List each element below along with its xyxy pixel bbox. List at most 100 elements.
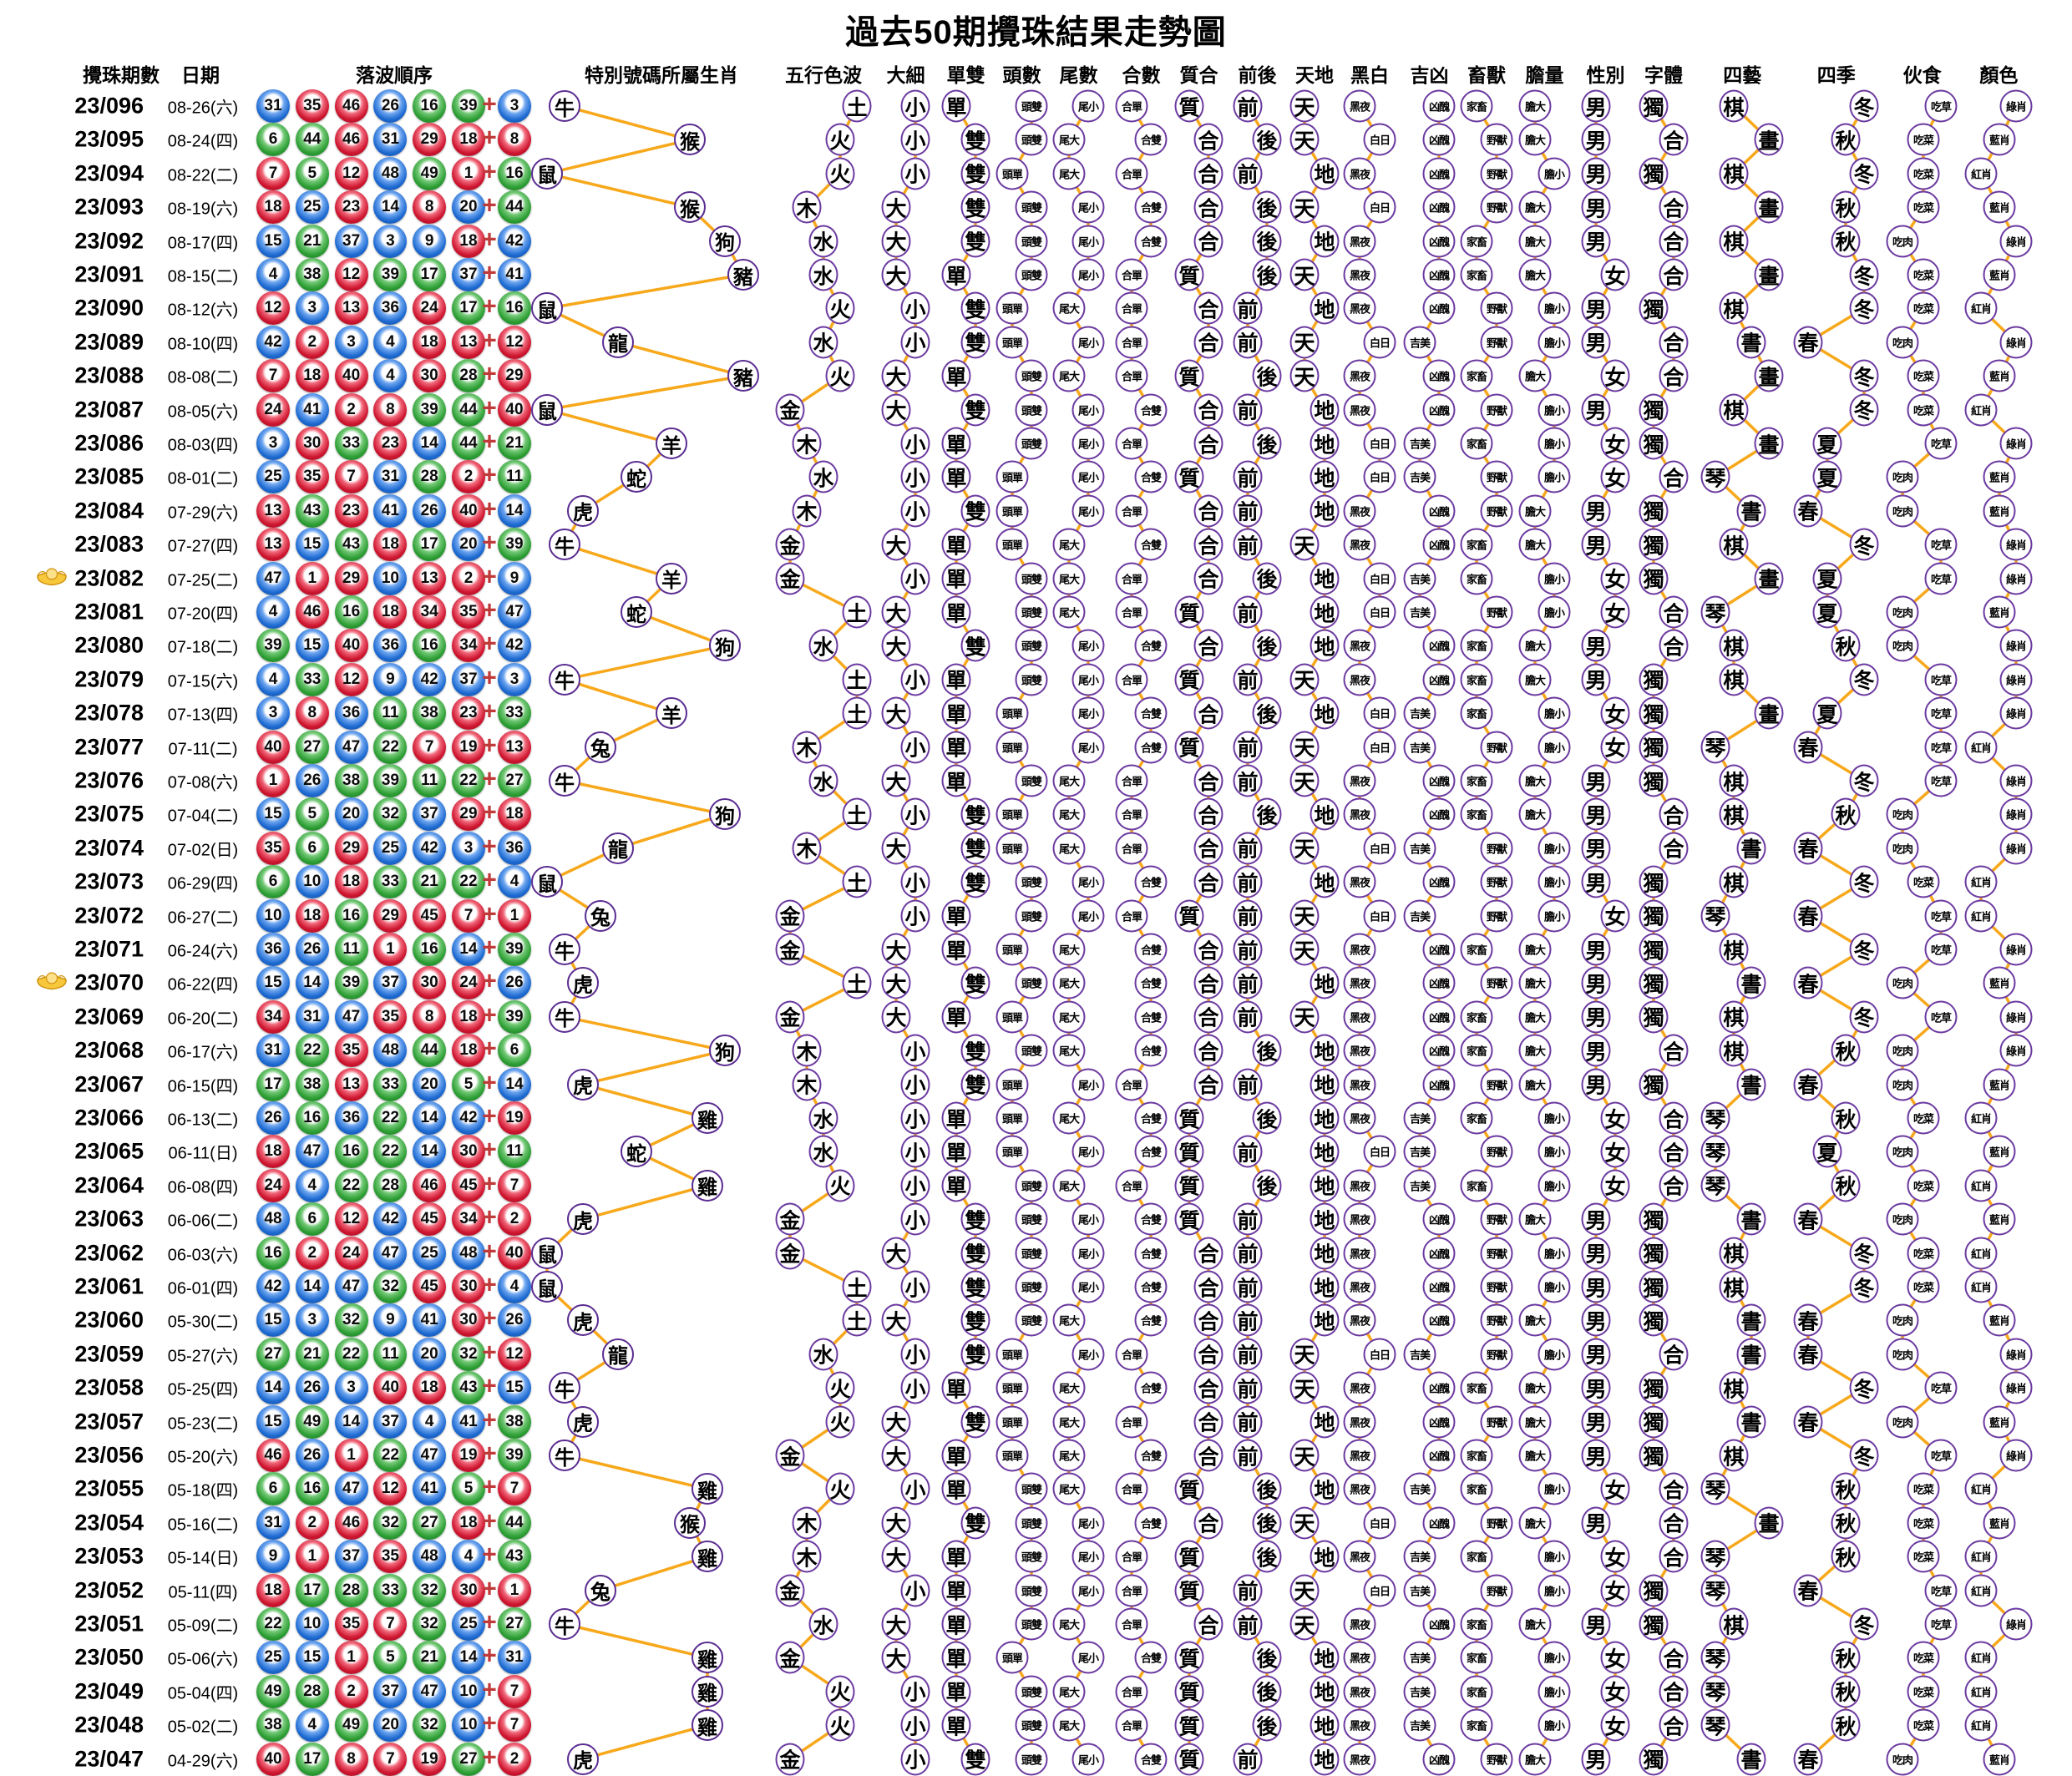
attribute-oval-weishu: 尾小 bbox=[1071, 190, 1105, 224]
ball: 44 bbox=[452, 427, 485, 460]
draw-date: 07-18(二) bbox=[167, 638, 239, 657]
attribute-oval-zhihe: 合 bbox=[1193, 1237, 1223, 1270]
ball: 38 bbox=[295, 1067, 329, 1101]
attribute-oval-ziti: 獨 bbox=[1639, 89, 1669, 123]
attribute-oval-zhihe: 質 bbox=[1174, 258, 1204, 291]
period-label: 23/074 bbox=[74, 835, 144, 861]
ball: 25 bbox=[256, 1641, 290, 1675]
ball: 30 bbox=[295, 427, 329, 460]
attribute-oval-wuxing: 木 bbox=[792, 832, 822, 865]
attribute-oval-zhihe: 合 bbox=[1193, 562, 1223, 595]
ball: 4 bbox=[452, 1540, 485, 1574]
ball: 13 bbox=[256, 528, 290, 562]
period-label: 23/063 bbox=[74, 1206, 144, 1232]
ball: 16 bbox=[334, 898, 368, 933]
attribute-oval-toushu: 頭雙 bbox=[1015, 359, 1048, 392]
attribute-oval-tiandi: 地 bbox=[1310, 797, 1340, 831]
ball: 17 bbox=[295, 1573, 329, 1607]
attribute-oval-weishu: 尾大 bbox=[1052, 1472, 1086, 1505]
attribute-oval-daxiao: 小 bbox=[900, 1101, 930, 1135]
ball: 18 bbox=[256, 1135, 290, 1169]
period-label: 23/076 bbox=[74, 767, 144, 793]
attribute-oval-huoshi: 吃草 bbox=[1924, 696, 1958, 730]
draw-date: 06-29(四) bbox=[167, 874, 239, 893]
period-label: 23/092 bbox=[74, 228, 144, 254]
attribute-oval-heshu: 合單 bbox=[1115, 1169, 1148, 1202]
plus-separator-icon: + bbox=[482, 765, 497, 793]
attribute-oval-zhihe: 合 bbox=[1193, 225, 1223, 258]
attribute-oval-huoshi: 吃草 bbox=[1924, 731, 1958, 764]
attribute-oval-jixiong: 吉美 bbox=[1403, 595, 1436, 629]
attribute-oval-siyi: 書 bbox=[1736, 494, 1766, 528]
attribute-oval-yanse: 綠肖 bbox=[1999, 1439, 2033, 1472]
attribute-oval-siyi: 琴 bbox=[1700, 1641, 1730, 1674]
attribute-oval-daxiao: 小 bbox=[900, 157, 930, 190]
attribute-oval-chushou: 野獸 bbox=[1480, 1405, 1513, 1439]
attribute-oval-wuxing: 木 bbox=[792, 1034, 822, 1067]
attribute-oval-ziti: 獨 bbox=[1639, 157, 1669, 190]
zodiac-circle: 虎 bbox=[567, 1304, 599, 1337]
ball: 2 bbox=[452, 561, 485, 595]
attribute-oval-heshu: 合雙 bbox=[1134, 933, 1168, 966]
attribute-oval-ziti: 獨 bbox=[1639, 696, 1669, 730]
period-label: 23/053 bbox=[74, 1543, 144, 1569]
zodiac-circle: 鼠 bbox=[531, 1271, 563, 1303]
attribute-oval-chushou: 家畜 bbox=[1460, 1034, 1493, 1067]
attribute-oval-wuxing: 金 bbox=[775, 1000, 805, 1034]
zodiac-circle: 牛 bbox=[549, 90, 580, 122]
attribute-oval-weishu: 尾大 bbox=[1052, 797, 1086, 831]
attribute-oval-huoshi: 吃肉 bbox=[1886, 225, 1919, 258]
ball: 24 bbox=[452, 966, 485, 1000]
attribute-oval-siji: 冬 bbox=[1849, 359, 1879, 392]
attribute-oval-zhihe: 質 bbox=[1174, 1743, 1204, 1776]
ball: 7 bbox=[334, 460, 368, 494]
ball: 31 bbox=[256, 89, 290, 123]
ball: 44 bbox=[452, 392, 485, 427]
ball: 12 bbox=[334, 156, 368, 190]
attribute-oval-weishu: 尾小 bbox=[1071, 427, 1105, 460]
attribute-oval-huoshi: 吃菜 bbox=[1907, 1675, 1940, 1708]
ball: 11 bbox=[373, 1337, 408, 1371]
attribute-oval-wuxing: 金 bbox=[775, 1743, 805, 1776]
attribute-oval-heibai: 黑夜 bbox=[1343, 1607, 1376, 1641]
attribute-oval-daxiao: 大 bbox=[881, 359, 911, 392]
attribute-oval-jixiong: 凶醜 bbox=[1422, 1303, 1456, 1337]
attribute-oval-heibai: 黑夜 bbox=[1343, 1675, 1376, 1708]
attribute-oval-jixiong: 凶醜 bbox=[1422, 966, 1456, 999]
zodiac-circle: 鼠 bbox=[531, 393, 563, 426]
attribute-oval-danliang: 膽小 bbox=[1538, 1101, 1571, 1135]
attribute-oval-weishu: 尾小 bbox=[1071, 1540, 1105, 1573]
attribute-oval-chushou: 家畜 bbox=[1460, 359, 1493, 392]
attribute-oval-danshuang: 雙 bbox=[960, 1506, 990, 1540]
attribute-oval-qianhou: 後 bbox=[1252, 1675, 1282, 1708]
attribute-oval-weishu: 尾小 bbox=[1071, 1135, 1105, 1168]
ball: 16 bbox=[295, 1472, 329, 1506]
attribute-oval-wuxing: 金 bbox=[775, 933, 805, 966]
attribute-oval-jixiong: 凶醜 bbox=[1422, 1439, 1456, 1472]
attribute-oval-tiandi: 天 bbox=[1289, 899, 1320, 933]
attribute-oval-tiandi: 地 bbox=[1310, 629, 1340, 662]
attribute-oval-heshu: 合單 bbox=[1115, 899, 1148, 933]
attribute-oval-xingbie: 女 bbox=[1600, 460, 1630, 493]
attribute-oval-qianhou: 後 bbox=[1252, 1708, 1282, 1742]
ball: 14 bbox=[295, 966, 329, 1000]
special-ball: 40 bbox=[498, 1236, 531, 1270]
draw-date: 05-04(四) bbox=[167, 1684, 239, 1703]
attribute-oval-chushou: 野獸 bbox=[1480, 899, 1513, 933]
special-ball: 3 bbox=[498, 89, 531, 123]
attribute-oval-daxiao: 小 bbox=[900, 865, 930, 898]
plus-separator-icon: + bbox=[482, 900, 497, 928]
attribute-oval-jixiong: 凶醜 bbox=[1422, 1237, 1456, 1270]
attribute-oval-danliang: 膽大 bbox=[1518, 1439, 1552, 1472]
draw-date: 07-13(四) bbox=[167, 706, 239, 725]
ball: 40 bbox=[256, 730, 290, 764]
draw-date: 05-20(六) bbox=[167, 1448, 239, 1467]
zodiac-circle: 虎 bbox=[567, 494, 599, 527]
attribute-oval-weishu: 尾小 bbox=[1071, 1743, 1105, 1776]
ball: 7 bbox=[256, 156, 290, 190]
attribute-oval-qianhou: 前 bbox=[1233, 1000, 1263, 1034]
attribute-oval-weishu: 尾大 bbox=[1052, 157, 1086, 190]
attribute-oval-yanse: 綠肖 bbox=[1999, 629, 2033, 662]
attribute-oval-xingbie: 男 bbox=[1581, 393, 1611, 427]
attribute-oval-weishu: 尾大 bbox=[1052, 1000, 1086, 1034]
